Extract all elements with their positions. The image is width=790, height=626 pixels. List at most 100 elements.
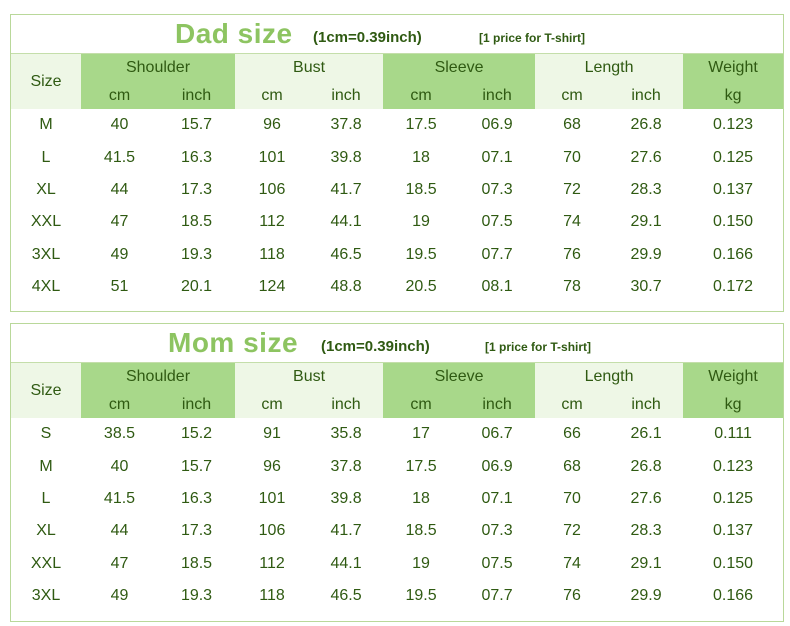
dad-price-note: [1 price for T-shirt] [479,31,586,45]
dad-size-cell: M [39,116,53,134]
mom-sleeve-cm-header: cm [383,391,460,418]
table-row: M 40 15.7 96 37.8 17.5 06.9 68 26.8 0.123 [11,450,783,482]
mom-size-cell: XXL [30,554,62,572]
mom-shoulder-inch-cell: 16.3 [180,489,213,507]
mom-sleeve-inch-cell: 07.3 [481,522,513,540]
mom-sleeve-inch-cell: 07.7 [481,587,513,605]
mom-length-inch-header: inch [609,391,684,418]
mom-shoulder-inch-cell: 15.2 [180,425,213,443]
dad-shoulder-inch-cell: 19.3 [180,245,213,263]
mom-title: Mom size [168,327,299,358]
mom-bust-inch-header: inch [309,391,384,418]
table-row: XXL 47 18.5 112 44.1 19 07.5 74 29.1 0.150 [11,548,783,580]
mom-weight-kg-header: kg [683,391,784,418]
dad-shoulder-inch-cell: 15.7 [180,116,213,134]
mom-bust-inch-cell: 39.8 [330,489,362,507]
mom-shoulder-inch-cell: 19.3 [180,587,213,605]
mom-length-cm-cell: 66 [563,425,581,443]
mom-size-table: Size Shoulder Bust Sleeve Length Weight … [11,363,784,612]
mom-length-header: Length [535,363,684,391]
dad-shoulder-inch-header: inch [158,82,236,109]
mom-size-cell: L [41,489,51,507]
dad-sleeve-cm-cell: 19.5 [405,245,437,263]
dad-length-cm-cell: 74 [563,213,581,231]
dad-bust-cm-cell: 118 [259,245,285,263]
mom-length-inch-cell: 27.6 [630,489,662,507]
mom-length-inch-cell: 26.1 [630,425,662,443]
mom-bust-inch-cell: 35.8 [330,425,362,443]
mom-weight-kg-cell: 0.111 [714,425,752,443]
dad-length-inch-cell: 29.9 [630,245,662,263]
table-row: 4XL 51 20.1 124 48.8 20.5 08.1 78 30.7 0.172 [11,271,783,303]
dad-bust-cm-cell: 106 [258,180,286,198]
dad-length-cm-cell: 72 [563,180,581,198]
mom-bust-cm-cell: 96 [263,457,281,475]
dad-sleeve-inch-cell: 07.1 [481,148,513,166]
mom-bust-cm-cell: 118 [259,587,285,605]
dad-sleeve-cm-cell: 18 [412,148,430,166]
dad-size-cell: 3XL [31,245,61,263]
dad-weight-kg-cell: 0.123 [713,116,754,134]
dad-sleeve-inch-cell: 07.3 [481,180,513,198]
dad-shoulder-inch-cell: 16.3 [180,148,213,166]
dad-length-cm-cell: 68 [563,116,581,134]
dad-sleeve-inch-cell: 07.7 [481,245,513,263]
mom-bust-cm-cell: 112 [259,554,285,572]
dad-size-cell: XXL [30,213,62,231]
dad-bust-cm-cell: 124 [258,278,286,296]
dad-sleeve-cm-cell: 19 [412,213,430,231]
table-row: 3XL 49 19.3 118 46.5 19.5 07.7 76 29.9 0.166 [11,239,783,271]
mom-conversion-note: (1cm=0.39inch) [321,338,430,355]
table-row: 3XL 49 19.3 118 46.5 19.5 07.7 76 29.9 0.166 [11,580,783,612]
mom-shoulder-cm-cell: 41.5 [103,489,136,507]
dad-sleeve-inch-cell: 08.1 [481,278,513,296]
mom-shoulder-cm-cell: 44 [110,522,129,540]
dad-size-cell: 4XL [31,278,61,296]
mom-sleeve-inch-cell: 07.1 [481,489,513,507]
mom-unit-row: cm inch cm inch cm inch cm inch kg [11,391,784,418]
dad-sleeve-cm-cell: 18.5 [405,180,437,198]
mom-bust-inch-cell: 41.7 [330,522,362,540]
dad-sleeve-inch-cell: 06.9 [481,116,513,134]
mom-bust-inch-cell: 46.5 [330,587,362,605]
dad-weight-kg-cell: 0.166 [713,245,754,263]
mom-bust-inch-cell: 44.1 [330,554,362,572]
dad-length-inch-cell: 29.1 [630,213,662,231]
mom-sleeve-cm-cell: 18 [412,489,430,507]
dad-bust-inch-cell: 48.8 [330,278,362,296]
mom-shoulder-cm-cell: 47 [110,554,129,572]
dad-bust-inch-cell: 46.5 [330,245,362,263]
mom-size-cell: XL [36,522,56,540]
mom-weight-kg-cell: 0.137 [713,522,754,540]
mom-weight-kg-cell: 0.125 [713,489,754,507]
mom-price-note: [1 price for T-shirt] [485,340,592,354]
mom-sleeve-cm-cell: 19.5 [405,587,437,605]
mom-shoulder-header: Shoulder [81,363,236,391]
dad-length-header: Length [535,54,684,82]
mom-shoulder-cm-cell: 38.5 [103,425,136,443]
mom-bust-cm-cell: 106 [258,522,286,540]
mom-size-cell: S [40,425,52,443]
dad-sleeve-cm-cell: 20.5 [405,278,437,296]
dad-shoulder-cm-cell: 51 [110,278,129,296]
dad-size-cell: L [41,148,51,166]
table-row: XL 44 17.3 106 41.7 18.5 07.3 72 28.3 0.137 [11,174,783,206]
mom-length-inch-cell: 29.9 [630,587,662,605]
mom-sleeve-inch-header: inch [459,391,536,418]
dad-title-row: Dad size (1cm=0.39inch) [1 price for T-s… [11,15,783,54]
dad-shoulder-inch-cell: 18.5 [180,213,213,231]
mom-shoulder-inch-header: inch [158,391,236,418]
mom-length-inch-cell: 26.8 [630,457,662,475]
table-row: L 41.5 16.3 101 39.8 18 07.1 70 27.6 0.125 [11,141,783,173]
mom-shoulder-inch-cell: 15.7 [180,457,213,475]
dad-weight-kg-cell: 0.125 [713,148,754,166]
mom-bust-cm-cell: 91 [263,425,281,443]
dad-weight-kg-cell: 0.150 [713,213,754,231]
mom-size-cell: 3XL [31,587,61,605]
dad-length-inch-cell: 30.7 [630,278,662,296]
mom-sleeve-inch-cell: 06.7 [481,425,513,443]
table-row: S 38.5 15.2 91 35.8 17 06.7 66 26.1 0.111 [11,418,783,450]
dad-weight-header: Weight [683,54,784,82]
dad-table-body: Size Shoulder Bust Sleeve Length Weight … [11,54,784,303]
dad-length-inch-cell: 26.8 [630,116,662,134]
